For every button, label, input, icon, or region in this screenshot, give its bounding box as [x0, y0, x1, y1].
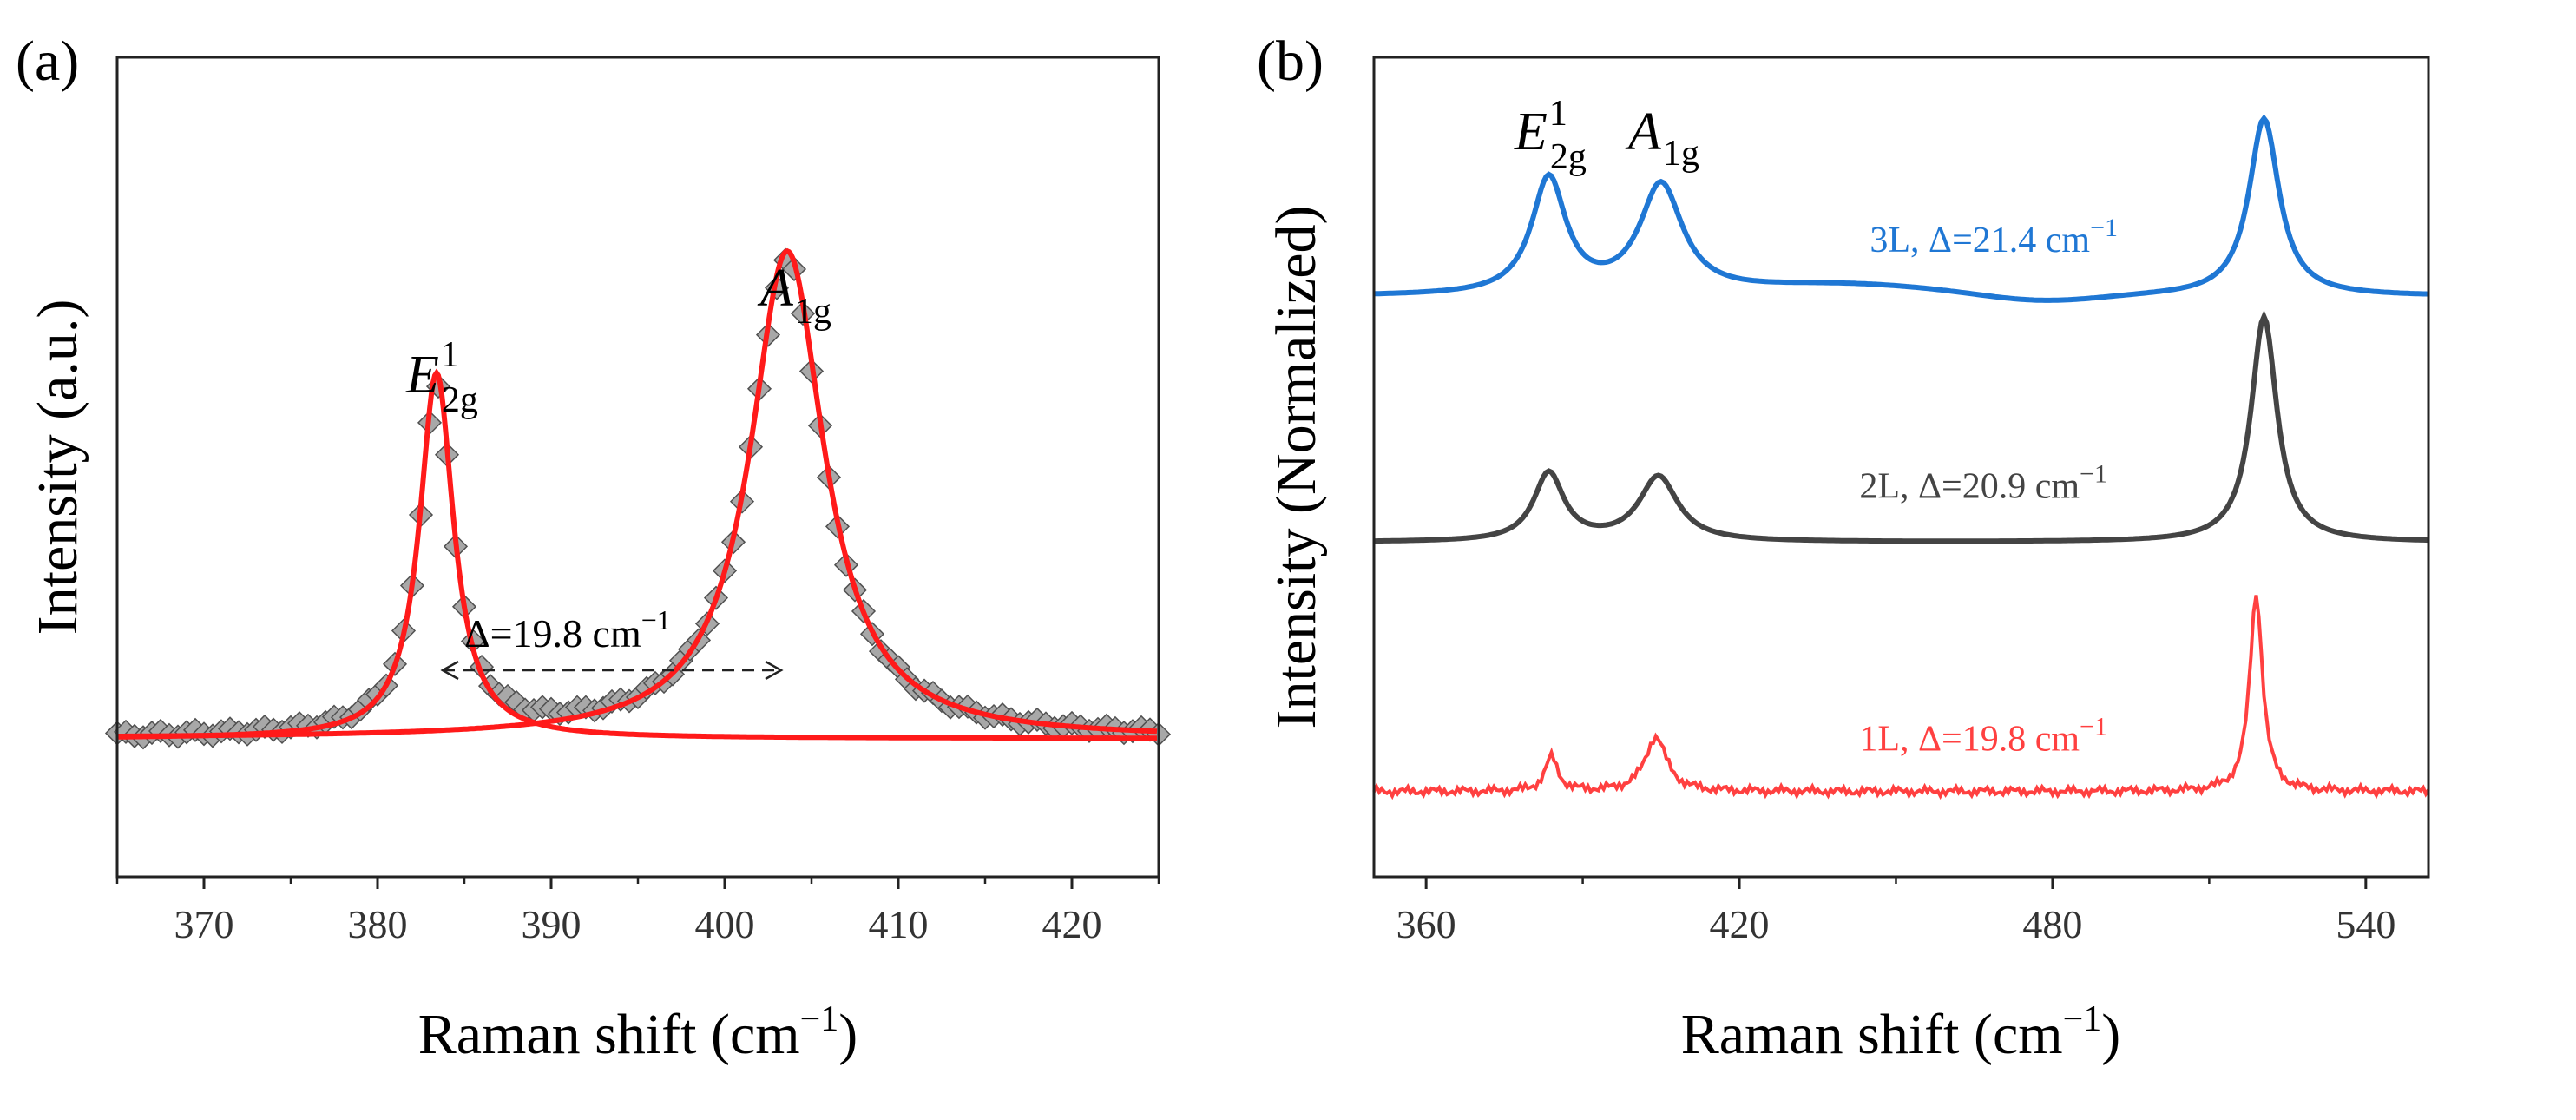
- series-label-1l: 1L, Δ=19.8 cm−1: [1859, 712, 2107, 759]
- panel-a-a1g-label: A1g: [757, 259, 831, 332]
- panel-b-plot-frame: [1372, 56, 2430, 879]
- series-line-1l: [1372, 595, 2430, 800]
- x-tick-label: 420: [1710, 902, 1770, 946]
- panel-b-data-layer: [1372, 114, 2430, 800]
- panel-a-x-ticks: 370 380 390 400 410 420: [115, 877, 1160, 946]
- panel-b-label: (b): [1257, 30, 1324, 93]
- x-tick-label: 390: [522, 902, 582, 946]
- series-measured: [104, 247, 1172, 750]
- fit-line-e2g: [116, 368, 1157, 741]
- x-tick-label: 380: [348, 902, 408, 946]
- panel-a-data-layer: [104, 247, 1172, 750]
- x-tick-label: 480: [2022, 902, 2082, 946]
- x-tick-label: 370: [174, 902, 234, 946]
- panel-a-y-axis-title: Intensity (a.u.): [26, 300, 89, 636]
- panel-b-x-ticks: 360 420 480 540: [1396, 877, 2395, 946]
- series-label-3l: 3L, Δ=21.4 cm−1: [1870, 214, 2118, 260]
- panel-a-e2g-label: E1 2g: [405, 335, 478, 420]
- panel-b-a1g-label: A1g: [1625, 102, 1699, 174]
- panel-a-delta-label: Δ=19.8 cm−1: [464, 604, 671, 656]
- panel-b-x-axis-title: Raman shift (cm−1): [1681, 999, 2121, 1066]
- series-line-2l: [1374, 310, 2429, 544]
- x-tick-label: 360: [1396, 902, 1456, 946]
- series-line-3l: [1374, 114, 2429, 303]
- panel-b-series-labels: 3L, Δ=21.4 cm−1 2L, Δ=20.9 cm−1 1L, Δ=19.8…: [1859, 214, 2118, 759]
- panel-a: (a) 370 380 390 400 410 420 Raman shift (cm−1…: [16, 30, 1172, 1066]
- panel-a-delta-arrow: [440, 660, 784, 681]
- svg-text:A1g: A1g: [1625, 102, 1699, 174]
- panel-a-label: (a): [16, 30, 79, 93]
- fit-line-a1g: [117, 247, 1158, 739]
- x-tick-label: 420: [1042, 902, 1102, 946]
- panel-b-e2g-label: E1 2g: [1514, 94, 1587, 177]
- x-tick-label: 400: [695, 902, 755, 946]
- svg-text:A1g: A1g: [757, 259, 831, 332]
- panel-b-y-axis-title: Intensity (Normalized): [1265, 206, 1328, 729]
- panel-b: (b) 360 420 480 540 Raman shift (cm−1) Inte…: [1257, 30, 2430, 1066]
- x-tick-label: 410: [869, 902, 929, 946]
- series-label-2l: 2L, Δ=20.9 cm−1: [1859, 459, 2107, 506]
- panel-a-x-axis-title: Raman shift (cm−1): [418, 999, 858, 1066]
- x-tick-label: 540: [2336, 902, 2395, 946]
- panel-a-plot-frame: [115, 56, 1160, 879]
